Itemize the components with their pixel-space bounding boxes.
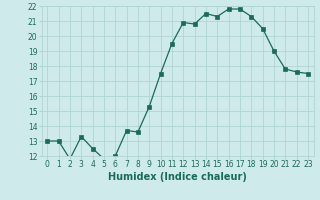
X-axis label: Humidex (Indice chaleur): Humidex (Indice chaleur) bbox=[108, 172, 247, 182]
